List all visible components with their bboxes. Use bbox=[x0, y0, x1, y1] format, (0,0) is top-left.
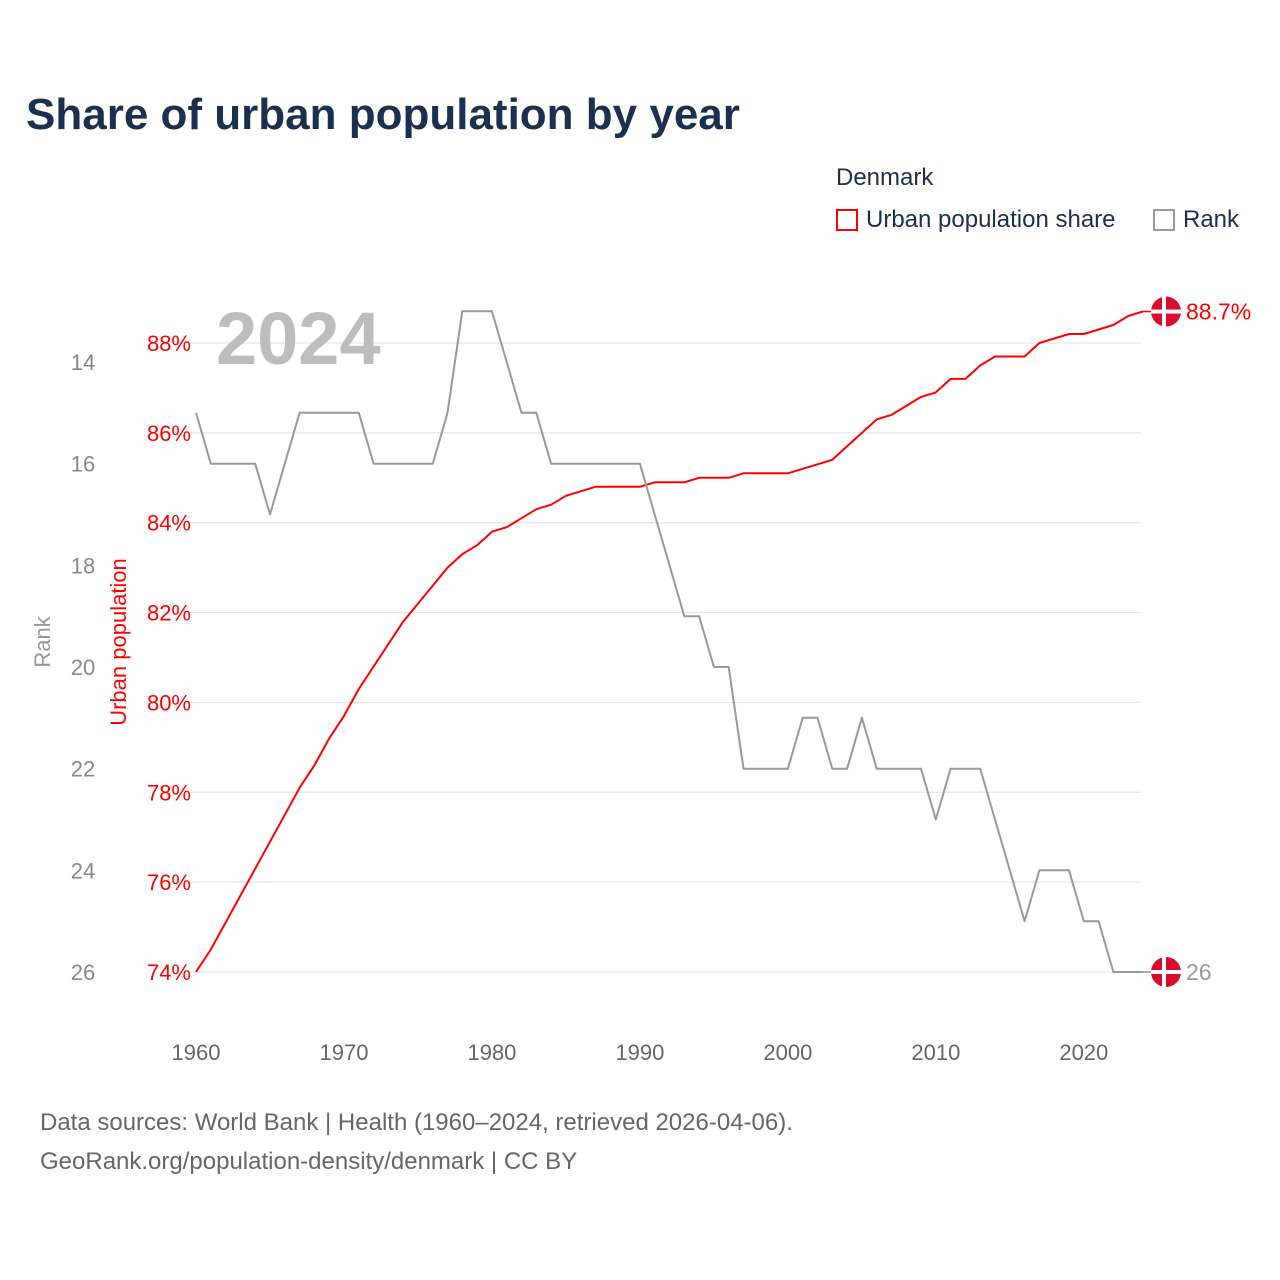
rank-line bbox=[195, 310, 1143, 973]
footer-source: Data sources: World Bank | Health (1960–… bbox=[40, 1109, 793, 1136]
footer-credit: GeoRank.org/population-density/denmark |… bbox=[40, 1148, 578, 1175]
legend-label-rank: Rank bbox=[1183, 206, 1240, 233]
legend-title: Denmark bbox=[836, 164, 934, 191]
pct-tick-label: 84% bbox=[147, 511, 191, 536]
rank-tick-label: 26 bbox=[71, 960, 95, 985]
end-value-label: 26 bbox=[1186, 959, 1212, 985]
pct-tick-label: 76% bbox=[147, 870, 191, 895]
x-tick-label: 1960 bbox=[172, 1040, 221, 1065]
rank-tick-label: 24 bbox=[71, 858, 95, 883]
pct-tick-label: 78% bbox=[147, 780, 191, 805]
rank-tick-label: 16 bbox=[71, 452, 95, 477]
pct-tick-label: 74% bbox=[147, 960, 191, 985]
urban-axis-title: Urban population bbox=[106, 558, 131, 726]
x-tick-label: 1980 bbox=[467, 1040, 516, 1065]
pct-tick-label: 88% bbox=[147, 331, 191, 356]
flag-cross-horizontal bbox=[1151, 309, 1181, 314]
chart-title: Share of urban population by year bbox=[26, 90, 740, 139]
x-tick-label: 1990 bbox=[615, 1040, 664, 1065]
x-tick-label: 2020 bbox=[1059, 1040, 1108, 1065]
legend-swatch-urban bbox=[836, 209, 858, 231]
year-watermark: 2024 bbox=[216, 297, 381, 380]
rank-tick-label: 14 bbox=[71, 350, 95, 375]
pct-tick-label: 82% bbox=[147, 601, 191, 626]
legend-item-rank[interactable]: Rank bbox=[1153, 206, 1239, 234]
x-tick-label: 2010 bbox=[911, 1040, 960, 1065]
rank-tick-label: 18 bbox=[71, 553, 95, 578]
legend-label-urban: Urban population share bbox=[866, 206, 1116, 233]
rank-tick-label: 22 bbox=[71, 757, 95, 782]
rank-tick-label: 20 bbox=[71, 655, 95, 680]
legend-swatch-rank bbox=[1153, 209, 1175, 231]
urban-share-line bbox=[195, 310, 1144, 973]
flag-cross-horizontal bbox=[1151, 970, 1181, 974]
rank-axis-title: Rank bbox=[30, 615, 55, 667]
x-tick-label: 2000 bbox=[763, 1040, 812, 1065]
pct-tick-label: 80% bbox=[147, 690, 191, 715]
x-tick-label: 1970 bbox=[319, 1040, 368, 1065]
legend-item-urban[interactable]: Urban population share bbox=[836, 206, 1116, 234]
pct-tick-label: 86% bbox=[147, 421, 191, 446]
end-value-label: 88.7% bbox=[1186, 299, 1251, 325]
